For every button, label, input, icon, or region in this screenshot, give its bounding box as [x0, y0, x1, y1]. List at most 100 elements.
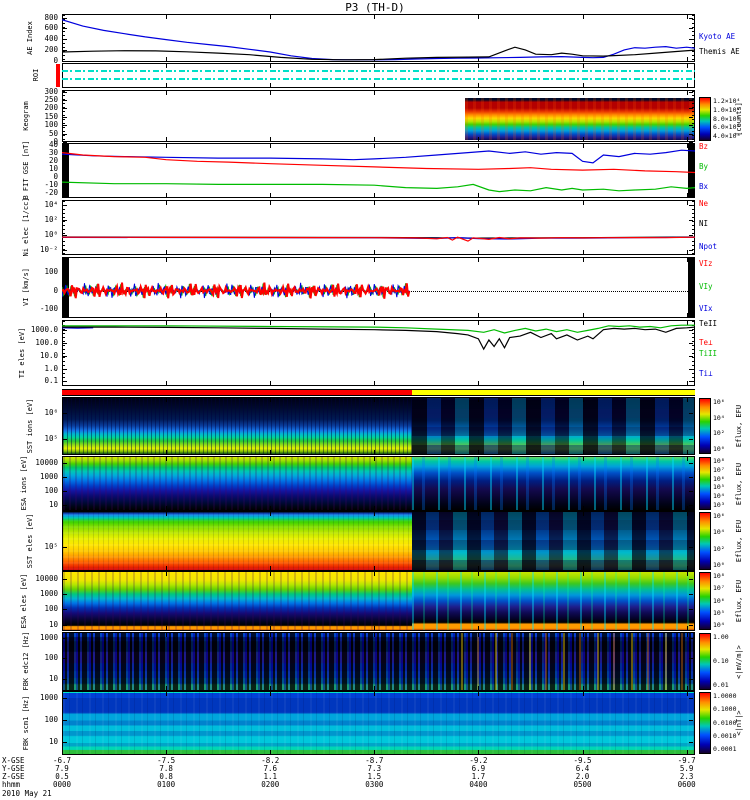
tick-label: 10.0: [39, 350, 58, 360]
tick-mark: [689, 193, 693, 195]
axis-value-y_gse: 5.9: [679, 764, 694, 773]
tick-label: 1000: [39, 633, 58, 643]
tick-mark: [478, 83, 480, 87]
colorbar-unit-label: Eflux, EFU: [735, 579, 743, 623]
temperature-panel: [62, 320, 695, 386]
axis-value-hhmm: 0500: [573, 780, 592, 789]
tick-mark: [686, 258, 688, 262]
tick-mark: [582, 572, 584, 576]
series-label: Kyoto AE: [699, 32, 736, 42]
tick-mark: [63, 412, 67, 414]
tick-label: -100: [39, 303, 58, 313]
colorbar: [699, 457, 711, 510]
tick-mark: [689, 125, 693, 127]
tick-mark: [686, 201, 688, 205]
tick-label: 10: [48, 619, 58, 629]
tick-label: 0.1: [44, 376, 58, 386]
colorbar-tick-label: 10³: [713, 501, 725, 509]
fbk-efield-spectrogram: [63, 633, 694, 690]
colorbar-tick-label: 0.10: [713, 657, 729, 665]
tick-mark: [478, 91, 480, 95]
tick-mark: [63, 463, 67, 465]
tick-mark: [166, 450, 168, 454]
tick-mark: [166, 572, 168, 576]
tick-mark: [63, 125, 67, 127]
tick-mark: [582, 692, 584, 696]
axis-value-x_gse: -9.2: [469, 756, 488, 765]
tick-mark: [270, 57, 272, 61]
roi-panel: [62, 63, 695, 88]
tick-label: 10: [48, 736, 58, 746]
axis-value-hhmm: 0600: [677, 780, 696, 789]
tick-mark: [478, 321, 480, 325]
tick-label: 300: [44, 86, 58, 96]
tick-mark: [374, 566, 376, 570]
tick-label: 100.0: [35, 337, 58, 347]
tick-mark: [63, 624, 67, 626]
axis-value-z_gse: 1.7: [471, 772, 486, 781]
colorbar-tick-label: 0.1000: [713, 705, 737, 714]
tick-mark: [686, 57, 688, 61]
tick-mark: [582, 313, 584, 317]
tick-mark: [62, 57, 63, 61]
tick-mark: [686, 398, 688, 402]
tick-label: 250: [44, 95, 58, 105]
tick-mark: [478, 566, 480, 570]
colorbar-tick-label: 1.00: [713, 633, 729, 641]
tick-mark: [63, 658, 67, 660]
colorbar-tick-label: 10²: [713, 544, 725, 553]
tick-mark: [689, 145, 693, 147]
tick-mark: [374, 686, 376, 690]
tick-mark: [62, 321, 63, 325]
tick-mark: [63, 193, 67, 195]
tick-mark: [62, 626, 63, 630]
tick-mark: [686, 193, 688, 197]
tick-mark: [582, 750, 584, 754]
data-line: [62, 46, 695, 61]
tick-mark: [686, 64, 688, 68]
data-gap-bar: [688, 144, 694, 197]
colorbar: [699, 692, 711, 754]
tick-mark: [62, 201, 63, 205]
tick-mark: [374, 313, 376, 317]
colorbar-tick-label: 10⁴: [713, 528, 725, 537]
series-label: Te⊥: [699, 338, 713, 348]
tick-label: 10: [48, 164, 58, 174]
fbk-efield-panel: [62, 632, 695, 691]
ni-series-plot: [62, 236, 695, 242]
tick-mark: [63, 272, 67, 274]
tick-mark: [270, 506, 272, 510]
data-line: [62, 149, 695, 164]
series-label: TiII: [699, 349, 718, 358]
tick-label: 1.0: [44, 363, 58, 373]
tick-mark: [582, 258, 584, 262]
tick-mark: [63, 491, 67, 493]
tick-mark: [166, 512, 168, 516]
tick-mark: [582, 193, 584, 197]
tick-label: 0: [53, 172, 58, 182]
axis-value-z_gse: 1.5: [367, 772, 382, 781]
tick-mark: [689, 741, 693, 743]
tick-mark: [166, 250, 168, 254]
ylabel-sst-ions: SST ions [eV]: [26, 398, 34, 454]
series-label: By: [699, 162, 709, 172]
tick-mark: [166, 91, 168, 95]
tick-mark: [374, 64, 376, 68]
tick-mark: [689, 658, 693, 660]
tick-mark: [63, 28, 67, 30]
axis-value-y_gse: 7.9: [55, 764, 69, 773]
data-line: [62, 326, 695, 351]
keogram-spectrogram: [464, 97, 694, 140]
tick-label: 1000: [39, 589, 58, 599]
tick-mark: [63, 697, 67, 699]
tick-mark: [62, 137, 63, 141]
tick-mark: [689, 463, 693, 465]
tick-mark: [689, 100, 693, 102]
tick-mark: [63, 308, 67, 310]
tick-mark: [374, 633, 376, 637]
tick-mark: [62, 633, 63, 637]
tick-mark: [689, 547, 693, 548]
tick-mark: [270, 686, 272, 690]
ae-index-panel: [62, 14, 695, 62]
tick-mark: [166, 83, 168, 87]
